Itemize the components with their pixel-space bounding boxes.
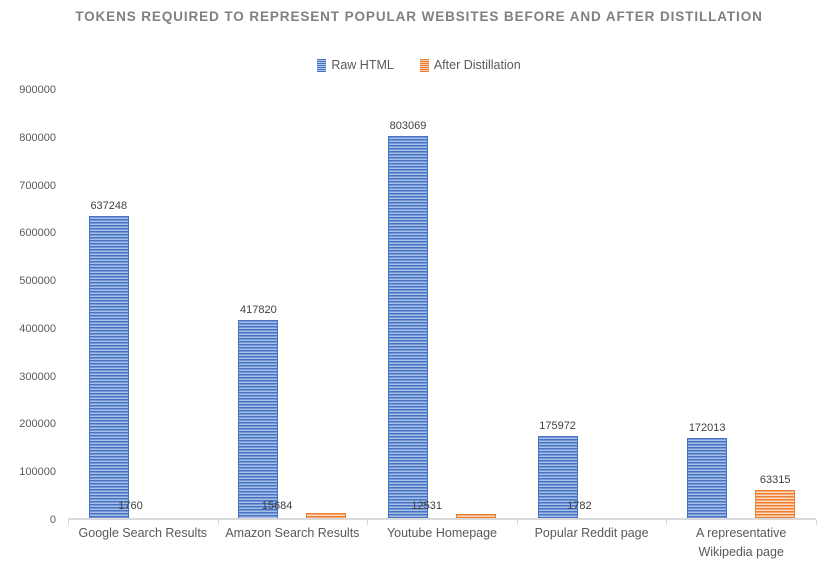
bar-value-label: 803069	[389, 120, 427, 133]
x-axis-line	[68, 518, 816, 520]
bar[interactable]: 172013	[687, 422, 728, 520]
y-axis-tick-label: 600000	[19, 227, 56, 240]
bar[interactable]: 803069	[387, 120, 428, 520]
bar-group: 637248 1760	[68, 90, 218, 520]
y-axis-tick-label: 700000	[19, 179, 56, 192]
bar[interactable]: 15684	[262, 500, 347, 520]
bar-value-label: 417820	[240, 304, 277, 317]
x-axis-category-label: A representative Wikipedia page	[696, 526, 787, 559]
bar-groups: 637248 1760 417820 15684 803069 12531 175972 17…	[68, 90, 816, 520]
bar-slot: 637248	[88, 90, 129, 520]
bar-group: 417820 15684	[218, 90, 368, 520]
legend-label: Raw HTML	[331, 58, 394, 72]
bar[interactable]: 637248	[88, 200, 129, 520]
bar-value-label: 637248	[90, 199, 128, 212]
bar[interactable]: 175972	[537, 420, 578, 520]
y-axis-tick-label: 300000	[19, 370, 56, 383]
y-axis-tick-label: 0	[49, 514, 56, 526]
legend-label: After Distillation	[433, 58, 521, 72]
bar-slot: 12531	[411, 90, 496, 520]
x-axis-tick	[816, 520, 817, 525]
chart-legend: Raw HTML After Distillation	[0, 58, 838, 72]
bar-group: 172013 63315	[666, 90, 816, 520]
y-axis-tick-label: 400000	[19, 322, 56, 335]
legend-swatch-icon	[317, 58, 327, 72]
x-axis-category-label: Google Search Results	[78, 526, 208, 540]
bar-pair: 417820 15684	[218, 90, 368, 520]
bar-slot: 172013	[687, 90, 728, 520]
bar-value-label: 15684	[261, 500, 293, 512]
y-axis-tick-label: 100000	[19, 466, 56, 479]
y-axis-tick-labels: 900000 800000 700000 600000 500000 400000 3000…	[0, 84, 62, 526]
bar-value-label: 12531	[411, 500, 442, 512]
bar-slot: 1760	[118, 90, 197, 520]
x-axis-tick	[68, 520, 69, 525]
x-axis-category-label: Popular Reddit page	[534, 526, 649, 540]
legend-swatch-icon	[419, 58, 429, 72]
x-axis-category-labels: Google Search Results Amazon Search Resul…	[68, 524, 816, 562]
bar-slot: 15684	[262, 90, 347, 520]
x-axis-category-label: Youtube Homepage	[386, 526, 497, 540]
x-axis-tick	[516, 520, 518, 525]
x-axis-tick	[367, 520, 369, 525]
bar-slot: 1782	[567, 90, 646, 520]
y-axis-tick-label: 800000	[19, 131, 56, 144]
chart-title: TOKENS REQUIRED TO REPRESENT POPULAR WEB…	[75, 9, 763, 24]
bar-group: 175972 1782	[517, 90, 667, 520]
bar[interactable]: 63315	[755, 474, 796, 520]
x-axis-tick	[217, 520, 219, 525]
bar-value-label: 175972	[539, 419, 576, 432]
bar-pair: 637248 1760	[68, 90, 218, 520]
y-axis-tick-label: 200000	[19, 418, 56, 431]
bar-slot: 417820	[238, 90, 279, 520]
bar-slot: 175972	[537, 90, 578, 520]
x-axis-tick	[666, 520, 668, 525]
bar[interactable]: 417820	[238, 304, 279, 520]
legend-item-after-distillation[interactable]: After Distillation	[419, 58, 521, 72]
bar-group: 803069 12531	[367, 90, 517, 520]
bar-slot: 803069	[387, 90, 428, 520]
y-axis-tick-label: 500000	[19, 275, 56, 288]
bar-pair: 175972 1782	[517, 90, 667, 520]
bar-value-label: 1782	[567, 500, 592, 512]
bar[interactable]: 12531	[411, 500, 496, 520]
legend-item-raw-html[interactable]: Raw HTML	[317, 58, 394, 72]
y-axis-tick-label: 900000	[19, 84, 56, 96]
plot-area: 637248 1760 417820 15684 803069 12531 175972 17…	[68, 90, 817, 525]
x-axis-category-label: Amazon Search Results	[225, 526, 360, 540]
bar-value-label: 1760	[118, 500, 143, 512]
bar-pair: 803069 12531	[367, 90, 517, 520]
bar-value-label: 172013	[688, 421, 726, 434]
bar-value-label: 63315	[759, 473, 791, 486]
bar-slot: 63315	[755, 90, 796, 520]
bar-pair: 172013 63315	[666, 90, 816, 520]
